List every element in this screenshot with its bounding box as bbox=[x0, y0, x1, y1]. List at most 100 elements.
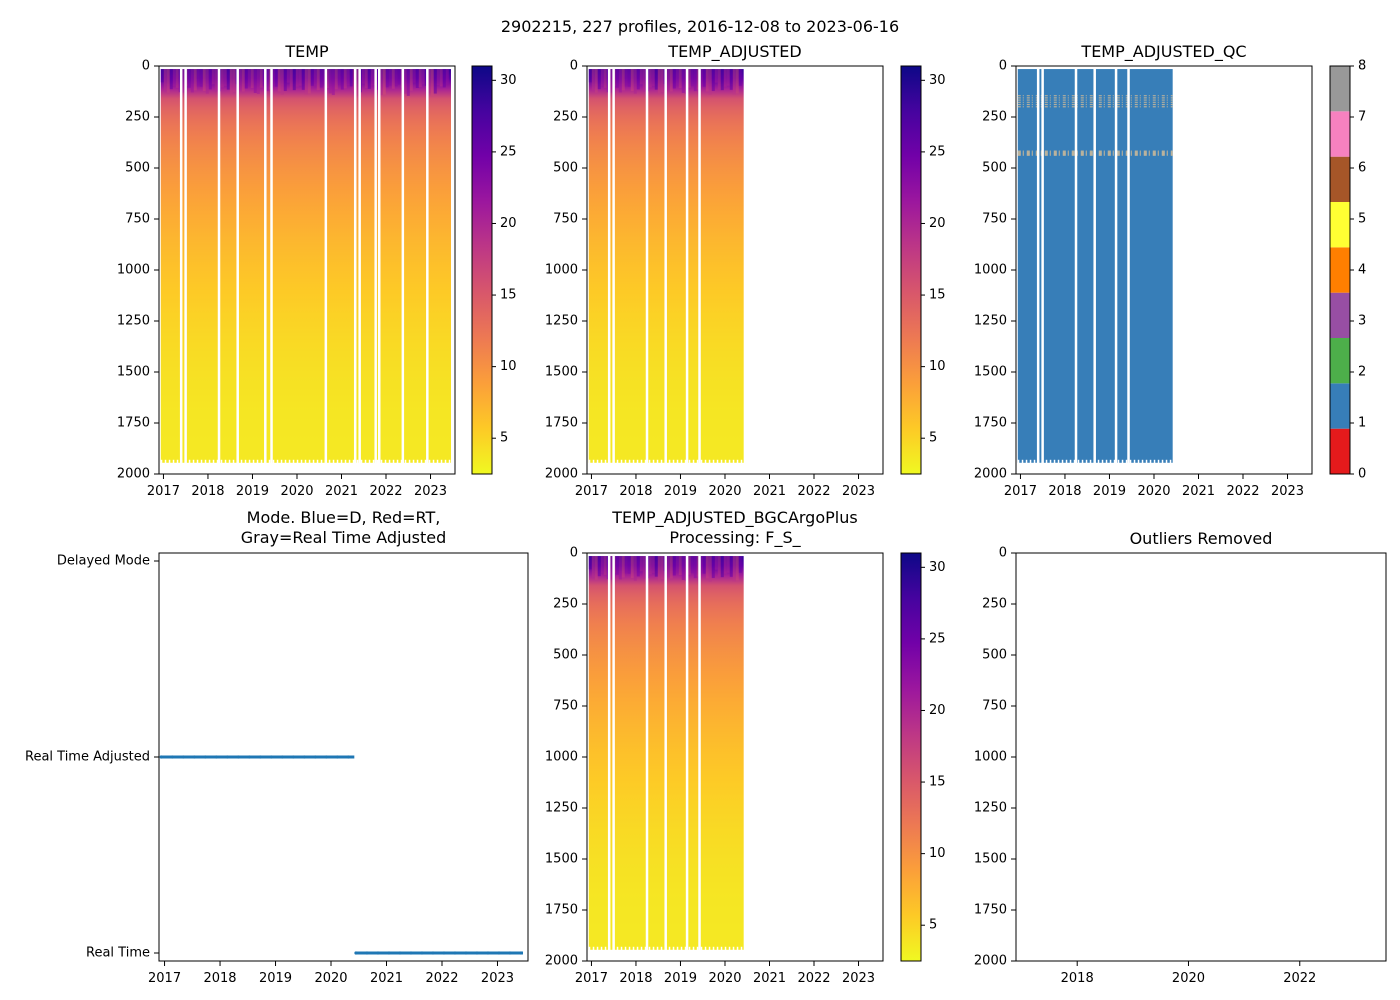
bottom-gap-tick bbox=[600, 459, 603, 469]
y-tick-label: 750 bbox=[982, 212, 1007, 227]
mixed-layer-column bbox=[211, 69, 215, 85]
mixed-layer-column bbox=[421, 69, 425, 85]
temp_adj-profile-gap-0 bbox=[607, 66, 611, 474]
mode-point bbox=[508, 951, 512, 955]
y-tick-label: 250 bbox=[553, 110, 578, 125]
bottom-gap-tick bbox=[312, 459, 315, 469]
y-tick-label: 1250 bbox=[545, 801, 578, 816]
temp_adj-profile-gap-5 bbox=[698, 66, 701, 474]
mixed-layer-column bbox=[726, 69, 730, 86]
bottom-gap-tick bbox=[676, 459, 679, 469]
mixed-layer-column bbox=[633, 556, 637, 581]
mixed-layer-column bbox=[388, 69, 392, 86]
mixed-layer-column bbox=[418, 69, 422, 88]
mixed-layer-column bbox=[690, 556, 694, 574]
mixed-layer-column bbox=[624, 69, 628, 87]
mixed-layer-column bbox=[256, 69, 260, 94]
mixed-layer-column bbox=[651, 69, 655, 87]
temp_bgc-colorbar: 5 10 15 20 25 30 bbox=[900, 552, 946, 962]
y-tick-label: 1750 bbox=[117, 416, 150, 431]
mixed-layer-column bbox=[265, 69, 269, 92]
mixed-layer-column bbox=[597, 69, 601, 90]
temp-profile-gap-1 bbox=[184, 66, 187, 474]
bottom-gap-tick bbox=[1169, 459, 1172, 469]
y-tick-label: 1750 bbox=[545, 416, 578, 431]
bottom-gap-tick bbox=[736, 946, 739, 956]
mixed-layer-column bbox=[630, 69, 634, 92]
y-tick-label: 500 bbox=[553, 161, 578, 176]
mixed-layer-column bbox=[675, 556, 679, 573]
mixed-layer-column bbox=[717, 556, 721, 577]
bottom-gap-tick bbox=[236, 459, 239, 469]
bottom-gap-tick bbox=[248, 459, 251, 469]
y-tick-label: 750 bbox=[125, 212, 150, 227]
temp_bgc-title-line2: Processing: F_S_ bbox=[669, 528, 801, 548]
mixed-layer-column bbox=[442, 69, 446, 88]
mode-level-label: Real Time Adjusted bbox=[25, 750, 150, 765]
mode-point bbox=[225, 755, 229, 759]
mode-point bbox=[354, 951, 358, 955]
mixed-layer-column bbox=[642, 69, 646, 92]
bottom-gap-tick bbox=[408, 459, 411, 469]
bottom-gap-tick bbox=[292, 459, 295, 469]
mode-series-0 bbox=[159, 755, 355, 759]
figure-title: 2902215, 227 profiles, 2016-12-08 to 202… bbox=[501, 17, 899, 36]
colorbar-ramp bbox=[472, 66, 492, 474]
y-tick-label: 2000 bbox=[974, 467, 1007, 482]
bottom-gap-tick bbox=[424, 459, 427, 469]
bottom-gap-tick bbox=[712, 946, 715, 956]
bottom-gap-tick bbox=[436, 459, 439, 469]
mixed-layer-column bbox=[690, 69, 694, 87]
mixed-layer-column bbox=[289, 69, 293, 90]
bottom-gap-tick bbox=[1165, 459, 1168, 469]
x-tick-label: 2023 bbox=[481, 971, 514, 986]
bottom-gap-tick bbox=[388, 459, 391, 469]
colorbar-flag-2 bbox=[1330, 338, 1350, 384]
temp_bgc-profile-gap-3 bbox=[664, 553, 667, 961]
mode-point bbox=[409, 951, 413, 955]
colorbar-tick-label: 10 bbox=[929, 359, 946, 374]
mixed-layer-column bbox=[406, 69, 410, 96]
bottom-gap-tick bbox=[260, 459, 263, 469]
bottom-gap-tick bbox=[1093, 459, 1096, 469]
bottom-gap-tick bbox=[708, 459, 711, 469]
y-tick-label: 750 bbox=[982, 699, 1007, 714]
x-tick-label: 2022 bbox=[797, 484, 830, 499]
bottom-gap-tick bbox=[1073, 459, 1076, 469]
x-tick-label: 2017 bbox=[147, 484, 180, 499]
y-tick-label: 1000 bbox=[545, 263, 578, 278]
bottom-gap-tick bbox=[680, 459, 683, 469]
colorbar-flag-4 bbox=[1330, 247, 1350, 293]
bottom-gap-tick bbox=[648, 946, 651, 956]
bottom-gap-tick bbox=[344, 459, 347, 469]
bottom-gap-tick bbox=[1077, 459, 1080, 469]
bottom-gap-tick bbox=[192, 459, 195, 469]
mixed-layer-column bbox=[660, 556, 664, 580]
mixed-layer-column bbox=[675, 69, 679, 86]
y-tick-label: 1500 bbox=[974, 852, 1007, 867]
colorbar-flag-7 bbox=[1330, 111, 1350, 157]
bottom-gap-tick bbox=[276, 459, 279, 469]
mixed-layer-column bbox=[693, 556, 697, 579]
mixed-layer-column bbox=[412, 69, 416, 83]
mode-point bbox=[214, 755, 218, 759]
bottom-gap-tick bbox=[608, 459, 611, 469]
mode-point bbox=[247, 755, 251, 759]
bottom-gap-tick bbox=[352, 459, 355, 469]
temp_adj-colorbar: 5 10 15 20 25 30 bbox=[900, 65, 946, 475]
x-tick-label: 2022 bbox=[1226, 484, 1259, 499]
colorbar-tick-label: 2 bbox=[1358, 365, 1366, 380]
mixed-layer-column bbox=[738, 556, 742, 573]
y-tick-label: 250 bbox=[982, 597, 1007, 612]
bottom-gap-tick bbox=[380, 459, 383, 469]
temp_qc-profile-gap-5 bbox=[1127, 66, 1130, 474]
temp-panel: TEMP 0 250 500 750 1000 1250 1500 1750 2000 5 10 15 2… bbox=[117, 42, 517, 499]
mixed-layer-column bbox=[702, 556, 706, 574]
bottom-gap-tick bbox=[676, 946, 679, 956]
mixed-layer-column bbox=[436, 69, 440, 86]
mode-point bbox=[453, 951, 457, 955]
outliers-title: Outliers Removed bbox=[1130, 529, 1273, 548]
mode-point bbox=[280, 755, 284, 759]
bottom-gap-tick bbox=[672, 459, 675, 469]
bottom-gap-tick bbox=[632, 946, 635, 956]
